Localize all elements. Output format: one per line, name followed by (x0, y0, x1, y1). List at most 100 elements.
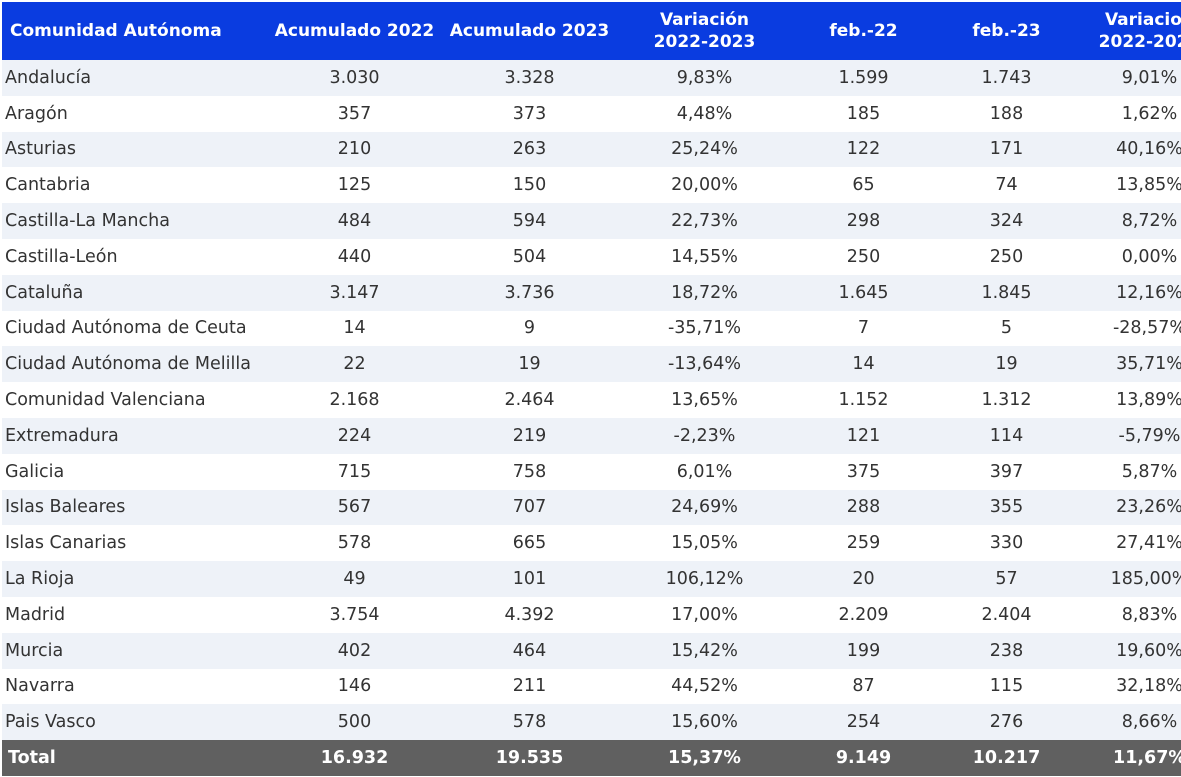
acumulado-2022-cell: 578 (337, 533, 372, 554)
feb-22-cell: 65 (852, 175, 875, 196)
feb-23-cell: 5 (1000, 318, 1013, 339)
comunidad-cell: Navarra (5, 676, 75, 697)
variacion-feb-cell: 13,89% (1116, 390, 1181, 411)
acumulado-2023-cell: 211 (512, 676, 547, 697)
comunidad-cell: Extremadura (5, 425, 119, 446)
total-acumulado-2023: 19.535 (495, 748, 564, 769)
table-row: Ciudad Autónoma de Melilla 22 19 -13,64% 14 1… (2, 346, 1181, 383)
total-variacion-feb: 11,67% (1113, 748, 1181, 769)
acumulado-2023-cell: 578 (512, 712, 547, 733)
feb-22-cell: 298 (846, 211, 881, 232)
variacion-feb-cell: 27,41% (1116, 533, 1181, 554)
acumulado-2023-cell: 504 (512, 246, 547, 267)
feb-23-cell: 397 (989, 461, 1024, 482)
variacion-feb-cell: 40,16% (1116, 139, 1181, 160)
acumulado-2023-cell: 665 (512, 533, 547, 554)
variacion-acumulado-cell: -13,64% (667, 354, 742, 375)
acumulado-2023-cell: 219 (512, 425, 547, 446)
feb-23-cell: 114 (989, 425, 1024, 446)
variacion-feb-cell: 9,01% (1121, 67, 1178, 88)
header-feb-23: feb.-23 (972, 21, 1041, 41)
acumulado-2022-cell: 3.147 (329, 282, 380, 303)
variacion-acumulado-cell: 15,42% (671, 640, 738, 661)
variacion-acumulado-cell: 14,55% (671, 246, 738, 267)
acumulado-2023-cell: 3.328 (504, 67, 555, 88)
variacion-feb-cell: 8,72% (1121, 211, 1178, 232)
feb-23-cell: 1.312 (981, 390, 1032, 411)
feb-22-cell: 254 (846, 712, 881, 733)
header-row: Comunidad Autónoma Acumulado 2022 Acumul… (2, 2, 1181, 60)
acumulado-2023-cell: 594 (512, 211, 547, 232)
feb-23-cell: 171 (989, 139, 1024, 160)
variacion-acumulado-cell: 24,69% (671, 497, 738, 518)
total-row: Total 16.932 19.535 15,37% 9.149 10.217 … (2, 740, 1181, 777)
comunidad-cell: Andalucía (5, 67, 92, 88)
total-acumulado-2022: 16.932 (320, 748, 389, 769)
feb-22-cell: 122 (846, 139, 881, 160)
variacion-acumulado-cell: 15,60% (671, 712, 738, 733)
table-row: Asturias 210 263 25,24% 122 171 40,16% (2, 131, 1181, 168)
variacion-feb-cell: 185,00% (1110, 569, 1181, 590)
acumulado-2022-cell: 3.754 (329, 604, 380, 625)
table-row: Extremadura 224 219 -2,23% 121 114 -5,79% (2, 417, 1181, 454)
table-row: Murcia 402 464 15,42% 199 238 19,60% (2, 632, 1181, 669)
acumulado-2023-cell: 464 (512, 640, 547, 661)
acumulado-2022-cell: 210 (337, 139, 372, 160)
feb-22-cell: 199 (846, 640, 881, 661)
acumulado-2023-cell: 2.464 (504, 390, 555, 411)
table-body: Andalucía 3.030 3.328 9,83% 1.599 1.743 9,01% A… (2, 60, 1181, 741)
acumulado-2022-cell: 125 (337, 175, 372, 196)
variacion-acumulado-cell: 44,52% (671, 676, 738, 697)
acumulado-2022-cell: 500 (337, 712, 372, 733)
variacion-feb-cell: 23,26% (1116, 497, 1181, 518)
table-row: Islas Canarias 578 665 15,05% 259 330 27,41% (2, 525, 1181, 562)
table-row: Pais Vasco 500 578 15,60% 254 276 8,66% (2, 704, 1181, 741)
feb-22-cell: 375 (846, 461, 881, 482)
comunidad-cell: Comunidad Valenciana (5, 390, 206, 411)
acumulado-2022-cell: 402 (337, 640, 372, 661)
variacion-feb-cell: 1,62% (1121, 103, 1178, 124)
comunidad-cell: Cantabria (5, 175, 91, 196)
feb-22-cell: 7 (857, 318, 870, 339)
acumulado-2022-cell: 3.030 (329, 67, 380, 88)
total-variacion-acumulado: 15,37% (668, 748, 741, 769)
header-variacion-feb: Variacion2022-2023 (1098, 10, 1181, 52)
acumulado-2022-cell: 22 (343, 354, 366, 375)
variacion-feb-cell: 13,85% (1116, 175, 1181, 196)
table-row: Comunidad Valenciana 2.168 2.464 13,65% 1.15… (2, 382, 1181, 418)
variacion-feb-cell: 0,00% (1121, 246, 1178, 267)
comunidad-cell: Castilla-La Mancha (5, 211, 170, 232)
feb-22-cell: 87 (852, 676, 875, 697)
header-acumulado-2022: Acumulado 2022 (274, 21, 435, 41)
total-label: Total (8, 748, 56, 769)
feb-23-cell: 238 (989, 640, 1024, 661)
table-row: Cantabria 125 150 20,00% 65 74 13,85% (2, 167, 1181, 204)
table-row: Andalucía 3.030 3.328 9,83% 1.599 1.743 9,01% (2, 60, 1181, 96)
acumulado-2023-cell: 373 (512, 103, 547, 124)
table-row: Cataluña 3.147 3.736 18,72% 1.645 1.845 12,16% (2, 274, 1181, 311)
acumulado-2023-cell: 3.736 (504, 282, 555, 303)
feb-22-cell: 250 (846, 246, 881, 267)
variacion-feb-cell: 8,83% (1121, 604, 1178, 625)
comunidad-cell: Aragón (5, 103, 68, 124)
acumulado-2022-cell: 49 (343, 569, 366, 590)
acumulado-2023-cell: 19 (518, 354, 541, 375)
variacion-feb-cell: 19,60% (1116, 640, 1181, 661)
variacion-feb-cell: 5,87% (1121, 461, 1178, 482)
table-row: Navarra 146 211 44,52% 87 115 32,18% (2, 668, 1181, 705)
feb-22-cell: 20 (852, 569, 875, 590)
feb-23-cell: 330 (989, 533, 1024, 554)
acumulado-2022-cell: 224 (337, 425, 372, 446)
table-row: Ciudad Autónoma de Ceuta 14 9 -35,71% 7 5 -28,… (2, 310, 1181, 347)
variacion-acumulado-cell: -2,23% (673, 425, 736, 446)
feb-23-cell: 188 (989, 103, 1024, 124)
feb-23-cell: 1.845 (981, 282, 1032, 303)
feb-22-cell: 1.599 (838, 67, 889, 88)
feb-22-cell: 185 (846, 103, 881, 124)
comunidad-cell: Ciudad Autónoma de Melilla (5, 354, 251, 375)
variacion-acumulado-cell: 6,01% (676, 461, 733, 482)
table-row: Aragón 357 373 4,48% 185 188 1,62% (2, 95, 1181, 132)
feb-23-cell: 276 (989, 712, 1024, 733)
feb-22-cell: 288 (846, 497, 881, 518)
